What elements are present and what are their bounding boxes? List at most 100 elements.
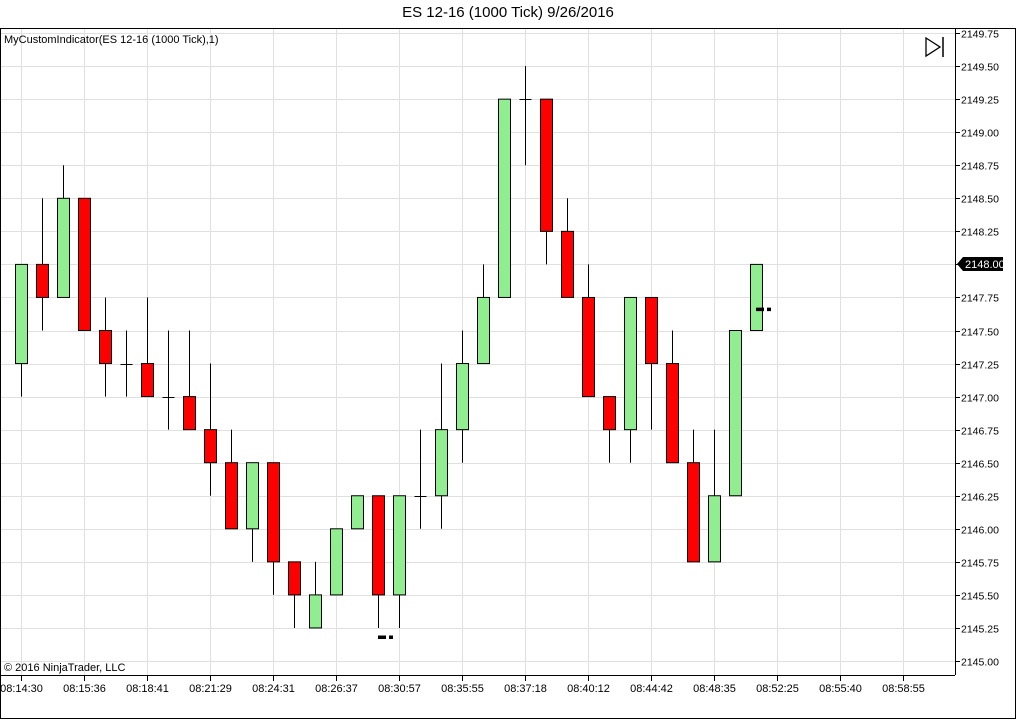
candle-body-down: [603, 396, 616, 431]
svg-text:2148.00: 2148.00: [965, 259, 1005, 271]
candle: [729, 330, 742, 497]
x-tick-label: 08:58:55: [882, 683, 925, 695]
candle-body-down: [582, 296, 595, 398]
candle: [435, 363, 448, 529]
candle: [519, 66, 532, 166]
candle: [393, 495, 406, 628]
y-tick-label: 2146.00: [961, 525, 999, 537]
candle: [288, 561, 301, 628]
candle: [582, 264, 595, 398]
skip-to-end-icon[interactable]: [925, 36, 944, 58]
y-tick-label: 2145.50: [961, 591, 999, 603]
candle: [246, 462, 259, 562]
candle: [78, 197, 91, 331]
indicator-markers: [378, 307, 777, 639]
y-tick-label: 2145.75: [961, 558, 999, 570]
x-tick-label: 08:21:29: [189, 683, 232, 695]
candle: [603, 396, 616, 463]
candle-body-down: [78, 197, 91, 331]
candle-body-up: [246, 462, 259, 530]
x-tick-label: 08:35:55: [441, 683, 484, 695]
grid: [0, 28, 955, 675]
y-tick-label: 2149.25: [961, 95, 999, 107]
candle: [624, 296, 637, 463]
y-tick-label: 2145.00: [961, 657, 999, 669]
candle-body-up: [435, 429, 448, 497]
candle-body-down: [666, 363, 679, 464]
x-tick-label: 08:30:57: [378, 683, 421, 695]
x-tick-label: 08:24:31: [252, 683, 295, 695]
y-tick-label: 2146.75: [961, 426, 999, 438]
candle: [351, 495, 364, 530]
indicator-label: MyCustomIndicator(ES 12-16 (1000 Tick),1…: [4, 34, 219, 46]
candle: [162, 330, 175, 430]
candle-body-up: [15, 263, 28, 365]
candles: [15, 66, 763, 629]
y-tick-label: 2147.75: [961, 293, 999, 305]
copyright-text: © 2016 NinjaTrader, LLC: [4, 662, 125, 674]
candle-body-up: [477, 296, 490, 365]
y-tick-label: 2147.50: [961, 327, 999, 339]
y-tick-label: 2149.00: [961, 128, 999, 140]
candle: [267, 462, 280, 595]
chart-title: ES 12-16 (1000 Tick) 9/26/2016: [402, 4, 614, 21]
candle: [645, 296, 658, 430]
candle-body-up: [309, 594, 322, 629]
x-tick-label: 08:37:18: [504, 683, 547, 695]
candle: [666, 330, 679, 464]
candle: [204, 363, 217, 496]
candle-body-up: [393, 495, 406, 596]
x-tick-label: 08:26:37: [315, 683, 358, 695]
candle-body-down: [561, 230, 574, 298]
x-tick-label: 08:48:35: [693, 683, 736, 695]
candle-body-down: [288, 561, 301, 596]
x-tick-label: 08:15:36: [63, 683, 106, 695]
candle-body-up: [351, 495, 364, 530]
y-tick-label: 2145.25: [961, 624, 999, 636]
candle-body-up: [330, 528, 343, 596]
candle: [750, 263, 763, 331]
candle-body-down: [99, 330, 112, 365]
last-price-label: 2148.00: [957, 257, 1005, 271]
candle-body-up: [498, 98, 511, 298]
candle: [120, 330, 133, 397]
candle: [309, 561, 322, 629]
candle: [561, 198, 574, 298]
candle: [36, 198, 49, 331]
y-tick-label: 2147.00: [961, 393, 999, 405]
candle-body-down: [645, 296, 658, 365]
x-tick-label: 08:52:25: [756, 683, 799, 695]
candle-body-up: [624, 296, 637, 431]
candle-body-up: [456, 363, 469, 431]
y-axis[interactable]: 2145.00 2145.25 2145.50 2145.75 2146.00 2146.…: [955, 29, 999, 669]
candle-body-down: [372, 495, 385, 596]
x-tick-label: 08:18:41: [126, 683, 169, 695]
candle: [708, 429, 721, 563]
candle: [57, 165, 70, 298]
x-tick-label: 08:40:12: [567, 683, 610, 695]
candle-body-down: [183, 396, 196, 431]
candle: [414, 429, 427, 529]
candle: [498, 98, 511, 298]
y-tick-label: 2148.75: [961, 161, 999, 173]
x-axis[interactable]: 08:14:30 08:15:36 08:18:41 08:21:29 08:24:31…: [0, 675, 925, 695]
candle: [99, 297, 112, 397]
y-tick-label: 2146.25: [961, 492, 999, 504]
candle: [330, 528, 343, 596]
candle-body-up: [750, 263, 763, 331]
y-tick-label: 2146.50: [961, 459, 999, 471]
candle: [141, 297, 154, 398]
candle-body-down: [141, 363, 154, 398]
x-tick-label: 08:14:30: [0, 683, 43, 695]
candle-body-up: [708, 495, 721, 563]
candle: [372, 495, 385, 628]
candle: [183, 330, 196, 431]
candle-body-down: [36, 263, 49, 298]
x-tick-label: 08:55:40: [819, 683, 862, 695]
candle: [687, 429, 700, 563]
candle-body-up: [57, 197, 70, 298]
candle-body-down: [687, 462, 700, 563]
y-tick-label: 2149.75: [961, 29, 999, 41]
y-tick-label: 2148.25: [961, 227, 999, 239]
